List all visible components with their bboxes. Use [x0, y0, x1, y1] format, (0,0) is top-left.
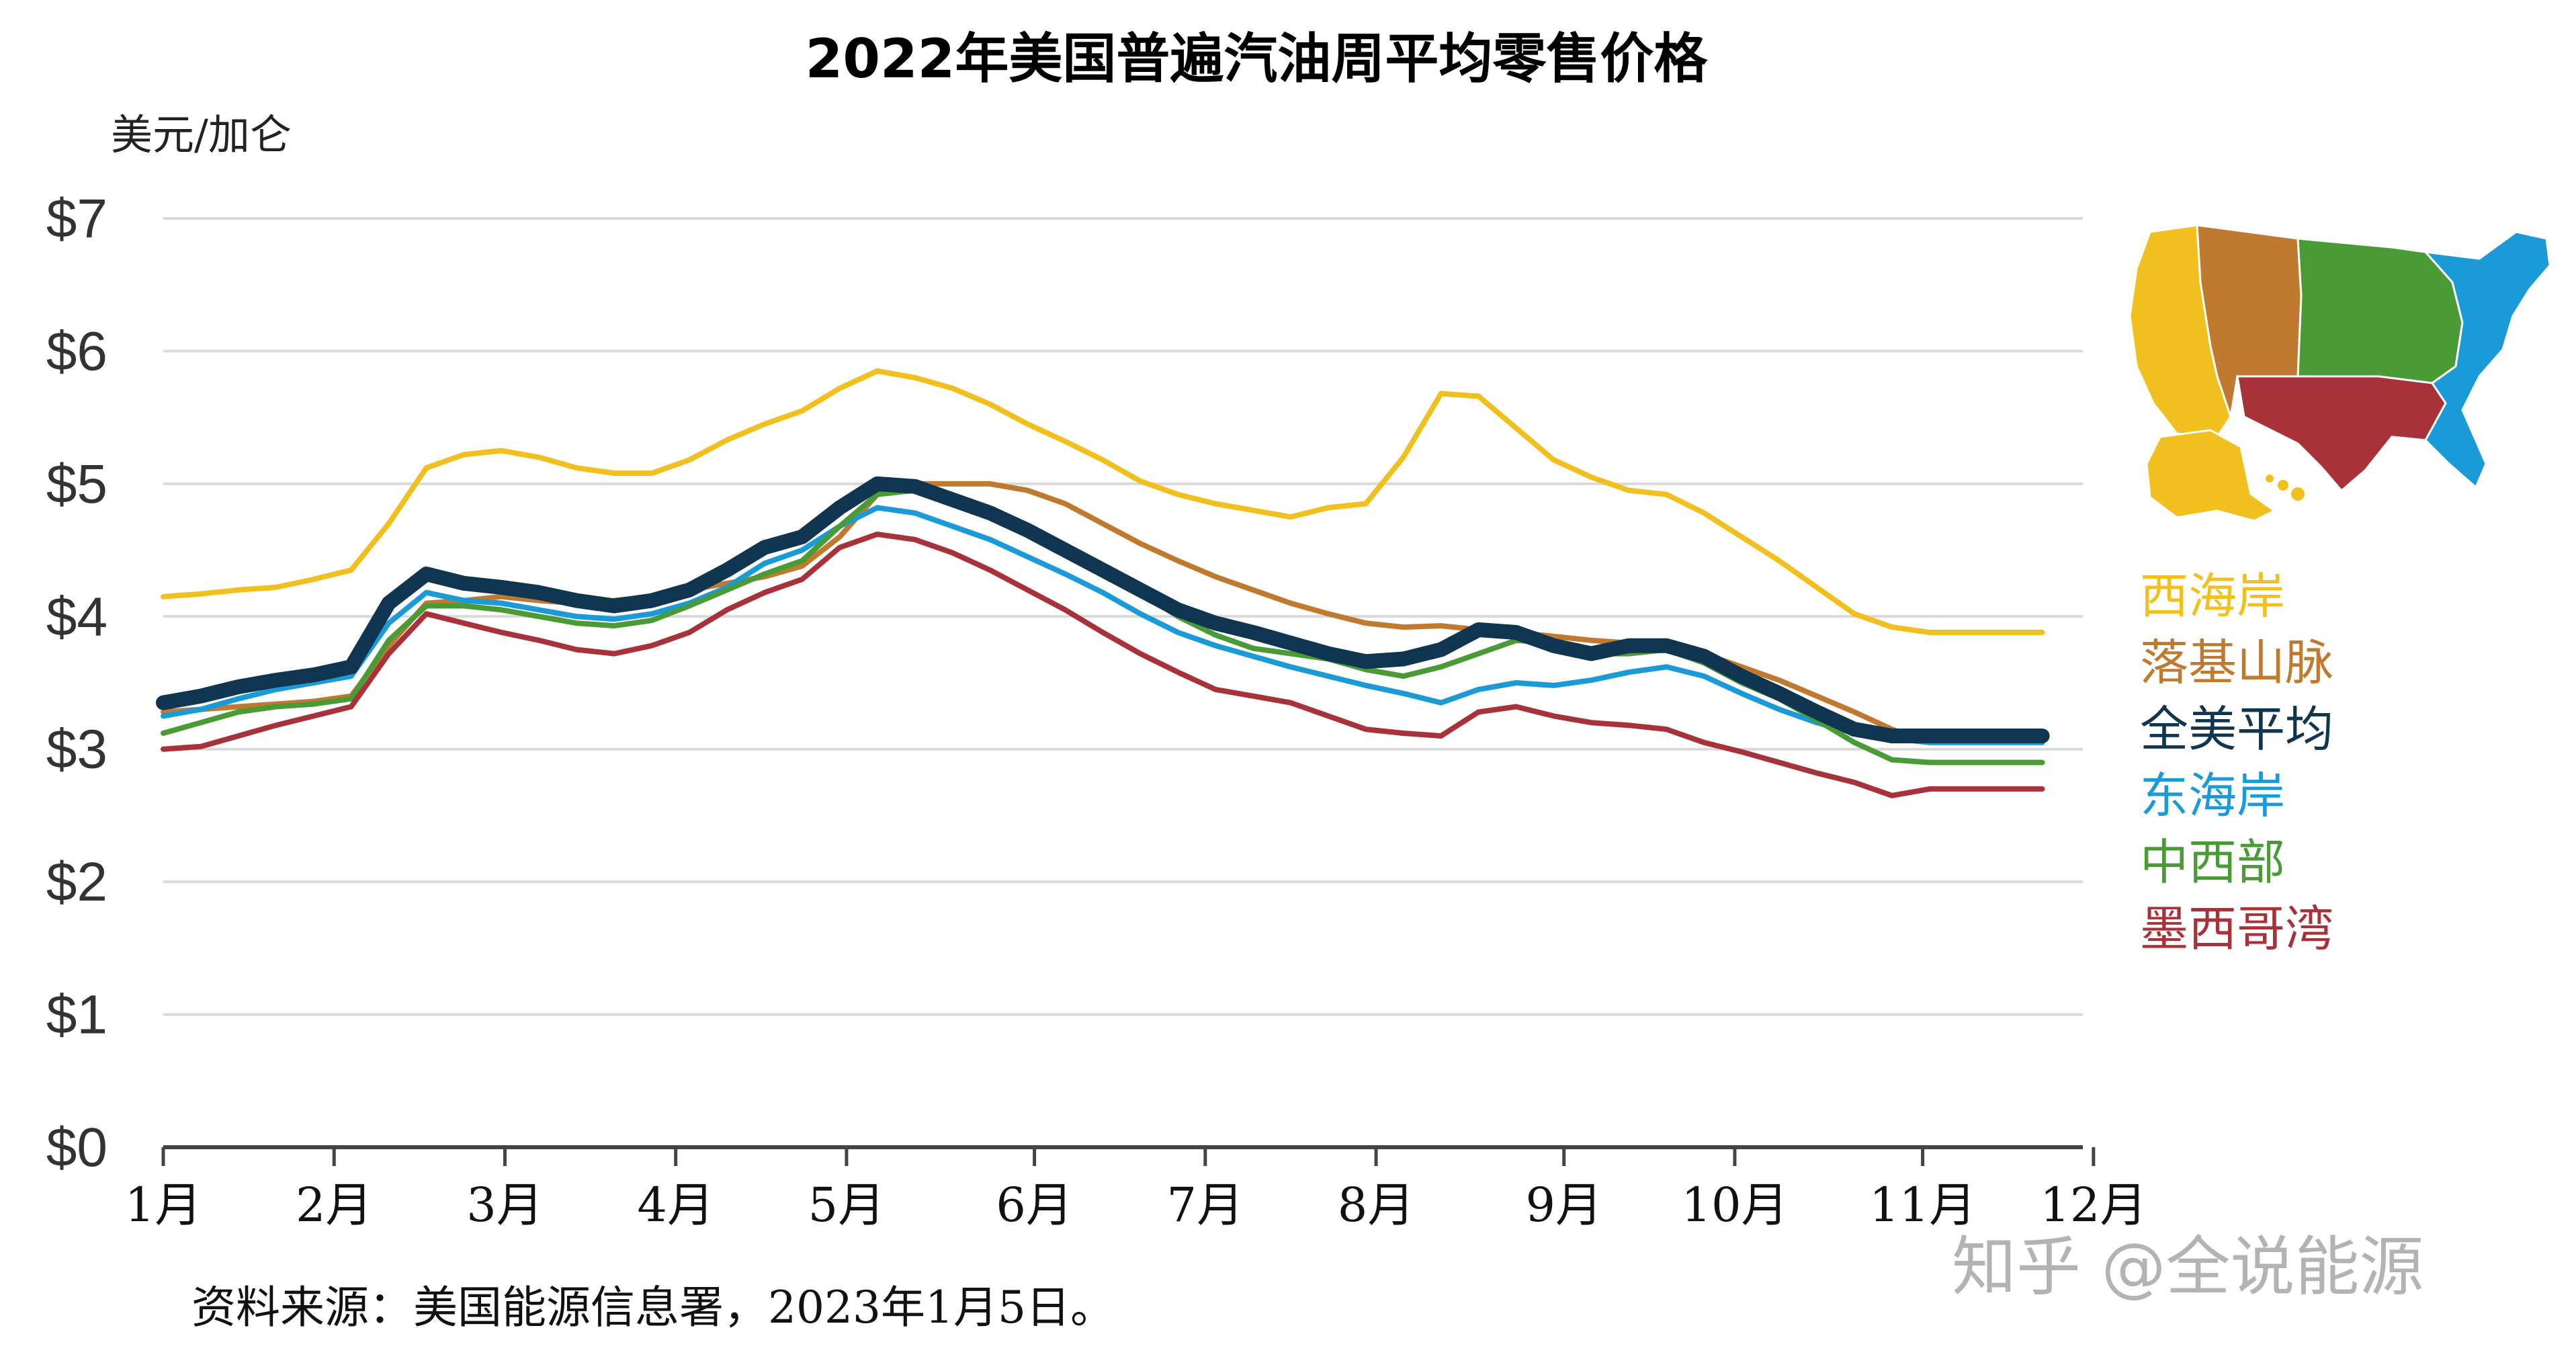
series-line-6	[156, 476, 2050, 743]
x-tick-label: 4月	[637, 1177, 714, 1233]
y-tick-label: $0	[46, 1117, 108, 1178]
map-hawaii-island	[2266, 474, 2274, 483]
x-tick-label: 10月	[1681, 1177, 1788, 1233]
chart-title: 2022年美国普遍汽油周平均零售价格	[806, 28, 1709, 90]
x-tick-label: 7月	[1167, 1177, 1244, 1233]
x-axis: 1月 2月 3月 4月 5月 6月 7月 8月 9月 10月 11月 12月	[125, 1145, 2147, 1233]
x-tick-label: 1月	[125, 1177, 202, 1233]
y-tick-label: $6	[46, 321, 108, 382]
legend-item: 西海岸	[2140, 568, 2285, 624]
y-axis-unit-label: 美元/加仑	[111, 110, 292, 159]
x-tick-label: 3月	[466, 1177, 544, 1233]
x-tick-label: 11月	[1869, 1177, 1976, 1233]
us-region-map-icon	[2129, 224, 2551, 522]
series-line-5	[161, 531, 2045, 798]
x-tick-label: 6月	[996, 1177, 1073, 1233]
source-note: 资料来源：美国能源信息署，2023年1月5日。	[191, 1282, 1115, 1333]
y-tick-label: $2	[46, 852, 108, 913]
series-line-3	[161, 505, 2045, 745]
gridlines	[163, 217, 2083, 1016]
legend-item: 落基山脉	[2140, 634, 2333, 691]
map-region-gulf-coast	[2236, 375, 2447, 493]
x-tick-label: 8月	[1338, 1177, 1415, 1233]
legend-item: 墨西哥湾	[2140, 901, 2333, 957]
legend-item: 全美平均	[2140, 701, 2333, 757]
y-tick-label: $4	[46, 586, 108, 647]
x-tick-label: 12月	[2040, 1177, 2147, 1233]
legend-item: 中西部	[2140, 834, 2285, 890]
y-tick-label: $3	[46, 719, 108, 780]
x-tick-label: 5月	[808, 1177, 886, 1233]
map-region-east-coast	[2423, 231, 2551, 489]
series-line-1	[161, 368, 2045, 635]
legend-item: 东海岸	[2140, 768, 2285, 824]
y-axis-ticks: $0 $1 $2 $3 $4 $5 $6 $7	[46, 188, 108, 1178]
y-tick-label: $1	[46, 985, 108, 1046]
x-tick-label: 2月	[296, 1177, 373, 1233]
x-tick-label: 9月	[1525, 1177, 1602, 1233]
series-lines	[156, 368, 2050, 798]
watermark: 知乎 @全说能源	[1952, 1229, 2424, 1304]
y-tick-label: $7	[46, 188, 108, 249]
series-line-4	[161, 487, 2045, 765]
map-hawaii-island	[2278, 480, 2288, 491]
y-tick-label: $5	[46, 454, 108, 515]
map-hawaii-island	[2291, 487, 2305, 501]
map-region-alaska	[2145, 429, 2276, 522]
